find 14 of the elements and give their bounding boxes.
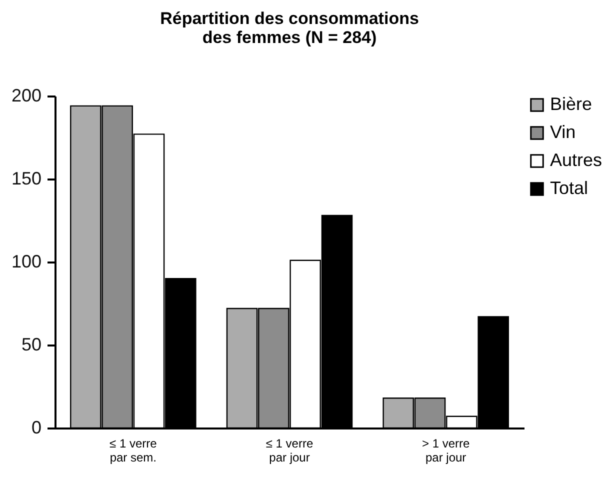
legend-label: Autres bbox=[550, 150, 602, 170]
legend-label: Total bbox=[550, 178, 588, 198]
text: Répartition des consommations bbox=[160, 9, 419, 28]
text: des femmes (N = 284) bbox=[202, 28, 377, 47]
y-tick-label: 150 bbox=[11, 168, 42, 188]
y-tick-label: 100 bbox=[11, 252, 42, 272]
y-tick-label: 0 bbox=[31, 418, 42, 438]
y-tick-label: 200 bbox=[11, 86, 42, 106]
x-tick-label: > 1 verre par jour bbox=[422, 436, 470, 464]
x-tick-label: ≤ 1 verre par sem. bbox=[110, 436, 158, 464]
legend-label: Bière bbox=[550, 94, 592, 114]
x-tick-label: ≤ 1 verre par jour bbox=[266, 436, 314, 464]
y-tick-label: 50 bbox=[21, 334, 42, 354]
legend-label: Vin bbox=[550, 122, 576, 142]
